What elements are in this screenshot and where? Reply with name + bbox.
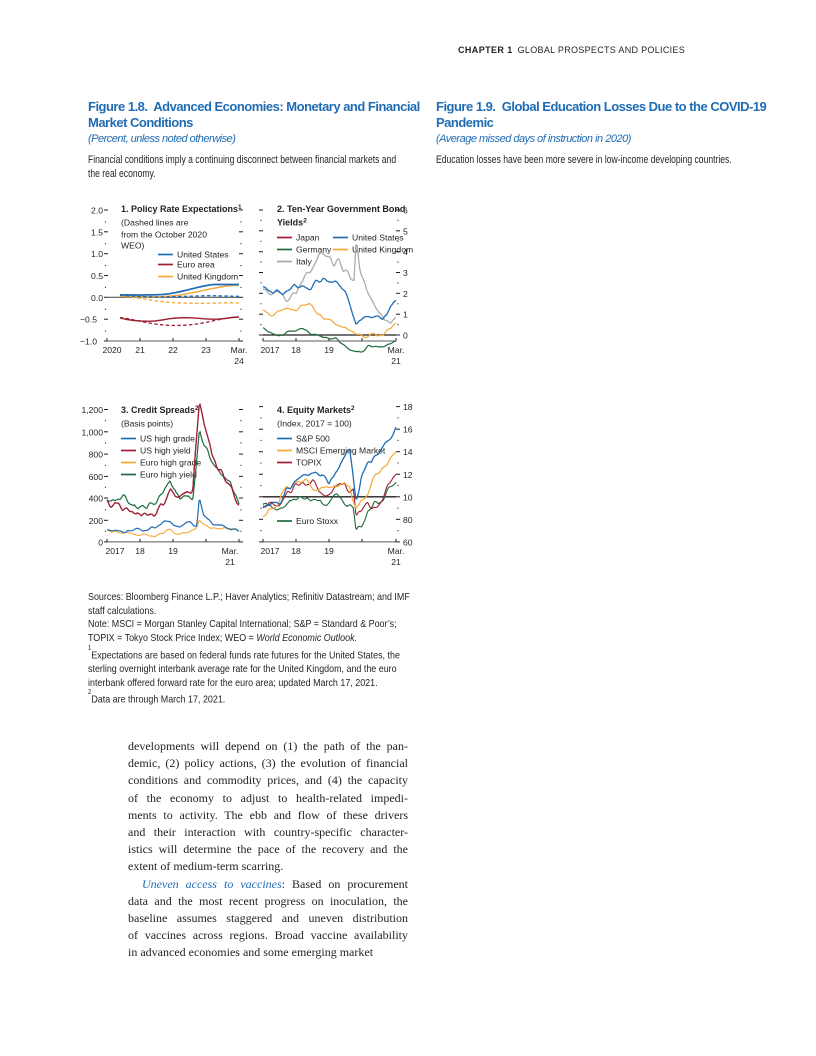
svg-text:from the October 2020: from the October 2020 xyxy=(121,230,207,240)
svg-text:−1.0: −1.0 xyxy=(80,337,97,347)
svg-text:2017: 2017 xyxy=(260,546,279,556)
svg-text:24: 24 xyxy=(234,356,244,366)
svg-text:−0.5: −0.5 xyxy=(80,315,97,325)
svg-text:14: 14 xyxy=(403,447,413,457)
svg-text:United Kingdom: United Kingdom xyxy=(177,272,238,282)
svg-text:Euro high yield: Euro high yield xyxy=(140,470,197,480)
svg-text:400: 400 xyxy=(89,494,104,504)
svg-text:Euro Stoxx: Euro Stoxx xyxy=(296,516,339,526)
svg-text:(Dashed lines are: (Dashed lines are xyxy=(121,218,189,228)
svg-text:United Kingdom: United Kingdom xyxy=(352,245,413,255)
svg-text:2: 2 xyxy=(403,289,408,299)
svg-text:1,200: 1,200 xyxy=(81,405,103,415)
svg-text:Mar.: Mar. xyxy=(388,345,405,355)
svg-text:1.5: 1.5 xyxy=(91,227,103,237)
svg-text:19: 19 xyxy=(324,546,334,556)
svg-text:19: 19 xyxy=(168,546,178,556)
svg-text:1.0: 1.0 xyxy=(91,249,103,259)
svg-text:18: 18 xyxy=(135,546,145,556)
svg-text:(Basis points): (Basis points) xyxy=(121,419,173,429)
svg-text:200: 200 xyxy=(89,516,104,526)
svg-text:800: 800 xyxy=(89,450,104,460)
svg-text:16: 16 xyxy=(403,425,413,435)
svg-text:4. Equity Markets2: 4. Equity Markets2 xyxy=(277,405,355,415)
svg-text:Mar.: Mar. xyxy=(231,345,248,355)
svg-text:Mar.: Mar. xyxy=(388,546,405,556)
svg-text:0: 0 xyxy=(403,331,408,341)
svg-text:19: 19 xyxy=(324,345,334,355)
svg-text:Italy: Italy xyxy=(296,257,312,267)
svg-text:United States: United States xyxy=(352,233,404,243)
svg-text:Japan: Japan xyxy=(296,233,320,243)
svg-text:22: 22 xyxy=(168,345,178,355)
svg-text:Euro high grade: Euro high grade xyxy=(140,458,201,468)
svg-text:United States: United States xyxy=(177,250,229,260)
svg-text:18: 18 xyxy=(403,402,413,412)
svg-text:WEO): WEO) xyxy=(121,241,145,251)
svg-text:Germany: Germany xyxy=(296,245,332,255)
svg-text:21: 21 xyxy=(135,345,145,355)
svg-text:US high grade: US high grade xyxy=(140,434,195,444)
svg-text:2017: 2017 xyxy=(260,345,279,355)
svg-text:21: 21 xyxy=(391,356,401,366)
svg-text:Mar.: Mar. xyxy=(222,546,239,556)
svg-text:23: 23 xyxy=(201,345,211,355)
svg-text:(Index, 2017 = 100): (Index, 2017 = 100) xyxy=(277,419,352,429)
svg-text:2. Ten-Year Government Bond: 2. Ten-Year Government Bond xyxy=(277,204,405,214)
svg-text:0.5: 0.5 xyxy=(91,271,103,281)
svg-text:18: 18 xyxy=(291,546,301,556)
svg-text:60: 60 xyxy=(403,537,413,547)
svg-text:18: 18 xyxy=(291,345,301,355)
svg-text:21: 21 xyxy=(225,557,235,567)
svg-text:2.0: 2.0 xyxy=(91,206,103,216)
svg-text:TOPIX: TOPIX xyxy=(296,458,322,468)
svg-text:10: 10 xyxy=(403,492,413,502)
svg-text:21: 21 xyxy=(391,557,401,567)
svg-text:1. Policy Rate Expectations1: 1. Policy Rate Expectations1 xyxy=(121,204,242,214)
svg-text:2020: 2020 xyxy=(102,345,121,355)
svg-text:3: 3 xyxy=(403,268,408,278)
svg-text:Euro area: Euro area xyxy=(177,260,215,270)
svg-text:Yields2: Yields2 xyxy=(277,218,307,228)
svg-text:3. Credit Spreads2: 3. Credit Spreads2 xyxy=(121,405,199,415)
svg-text:5: 5 xyxy=(403,226,408,236)
svg-text:0: 0 xyxy=(98,537,103,547)
svg-text:2017: 2017 xyxy=(105,546,124,556)
svg-text:MSCI Emerging Market: MSCI Emerging Market xyxy=(296,446,386,456)
svg-text:0.0: 0.0 xyxy=(91,293,103,303)
svg-text:1,000: 1,000 xyxy=(81,427,103,437)
svg-text:1: 1 xyxy=(403,310,408,320)
svg-text:S&P 500: S&P 500 xyxy=(296,434,330,444)
svg-text:600: 600 xyxy=(89,472,104,482)
svg-text:80: 80 xyxy=(403,515,413,525)
svg-text:12: 12 xyxy=(403,470,413,480)
svg-text:US high yield: US high yield xyxy=(140,446,191,456)
